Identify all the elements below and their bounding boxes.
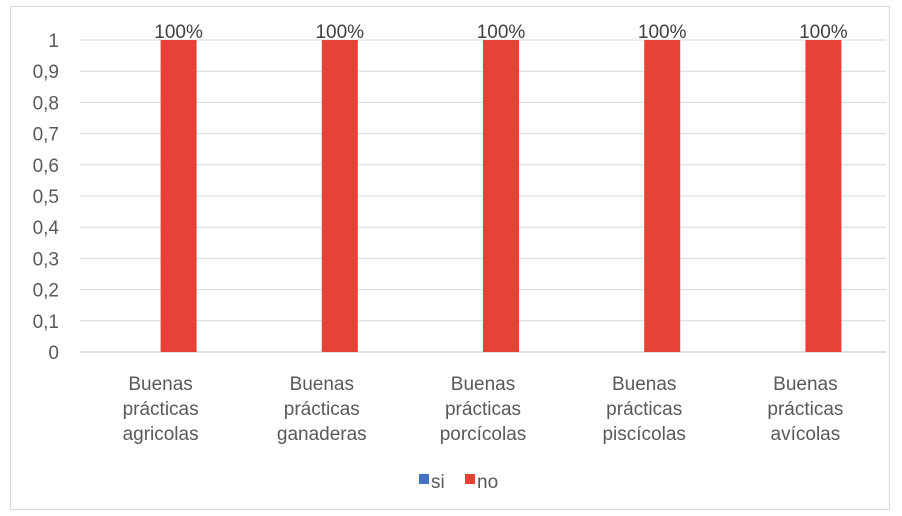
bar-no	[160, 40, 197, 352]
x-category-label: Buenas	[290, 374, 354, 395]
x-category-label: prácticas	[445, 399, 521, 420]
bar-no	[483, 40, 519, 352]
x-category-label: Buenas	[612, 374, 676, 395]
legend-label-si: si	[431, 472, 445, 493]
y-tick-label: 0,5	[33, 187, 59, 208]
y-tick-label: 0,9	[33, 62, 59, 83]
data-label: 100%	[154, 22, 203, 43]
x-category-label: Buenas	[128, 374, 192, 395]
x-category-label: prácticas	[284, 399, 360, 420]
y-tick-label: 0,1	[33, 312, 59, 333]
x-category-label: prácticas	[123, 399, 199, 420]
y-tick-label: 0,7	[33, 125, 59, 146]
bar-no	[644, 40, 681, 352]
y-tick-label: 0,6	[33, 156, 59, 177]
y-tick-label: 0,3	[33, 249, 59, 270]
x-category-label: prácticas	[606, 399, 682, 420]
data-label: 100%	[477, 22, 526, 43]
x-category-label: agricolas	[123, 424, 199, 445]
x-category-label: Buenas	[451, 374, 515, 395]
y-tick-label: 0,2	[33, 281, 59, 302]
legend-label-no: no	[477, 472, 498, 493]
x-category-label: porcícolas	[440, 424, 527, 445]
data-label: 100%	[638, 22, 687, 43]
bar-no	[321, 40, 358, 352]
bar-no	[805, 40, 842, 352]
x-category-label: piscícolas	[602, 424, 685, 445]
legend-swatch-si	[419, 474, 429, 484]
x-category-label: Buenas	[773, 374, 837, 395]
data-label: 100%	[315, 22, 364, 43]
x-category-label: prácticas	[767, 399, 843, 420]
y-tick-label: 0,4	[33, 218, 60, 239]
data-label: 100%	[799, 22, 848, 43]
legend-swatch-no	[465, 474, 475, 484]
y-tick-label: 1	[48, 31, 59, 52]
y-tick-label: 0,8	[33, 93, 59, 114]
x-category-label: avícolas	[771, 424, 841, 445]
x-category-label: ganaderas	[277, 424, 367, 445]
y-tick-label: 0	[48, 343, 59, 364]
